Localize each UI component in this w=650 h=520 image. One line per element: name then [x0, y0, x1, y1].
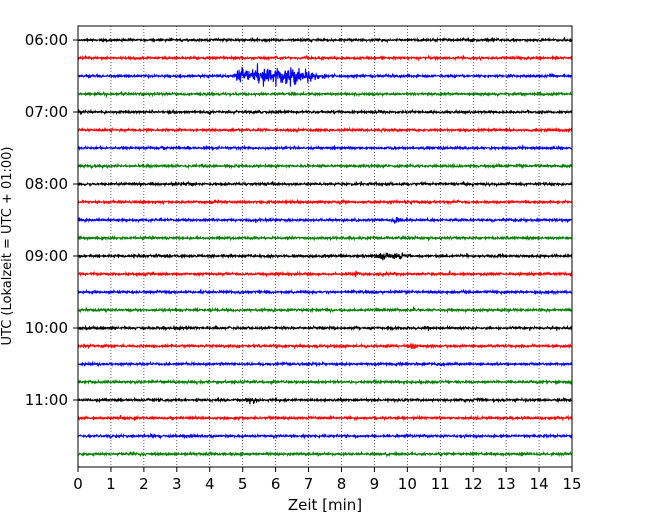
- trace-22: [77, 432, 573, 440]
- x-tick-label-13: 13: [497, 475, 516, 493]
- trace-15: [77, 306, 573, 314]
- trace-2: [77, 63, 573, 87]
- trace-12: [77, 251, 573, 261]
- plot-frame: [77, 25, 573, 468]
- trace-4: [77, 108, 573, 116]
- trace-1: [77, 54, 573, 62]
- x-tick-label-11: 11: [431, 475, 450, 493]
- x-tick-label-14: 14: [530, 475, 549, 493]
- seismic-traces: [77, 36, 573, 458]
- x-axis-ticks: 0 1 2 3 4 5 6 7 8 9 10 11 12 13 14 15: [73, 467, 582, 493]
- trace-0: [77, 36, 573, 44]
- x-tick-label-3: 3: [172, 475, 182, 493]
- x-tick-label-10: 10: [398, 475, 417, 493]
- trace-21: [77, 414, 573, 422]
- x-axis-label: Zeit [min]: [288, 496, 362, 514]
- trace-11: [77, 234, 573, 242]
- trace-7: [77, 162, 573, 170]
- y-tick-label: 07:00: [25, 103, 68, 121]
- x-tick-label-5: 5: [238, 475, 248, 493]
- y-tick-label: 09:00: [25, 247, 68, 265]
- trace-17: [77, 342, 573, 350]
- x-tick-label-9: 9: [370, 475, 380, 493]
- y-axis-label: UTC (Lokalzeit = UTC + 01:00): [0, 147, 15, 346]
- x-tick-label-4: 4: [205, 475, 215, 493]
- trace-10: [77, 216, 573, 224]
- x-tick-label-12: 12: [464, 475, 483, 493]
- trace-19: [77, 378, 573, 386]
- x-tick-label-0: 0: [73, 475, 83, 493]
- x-tick-label-8: 8: [337, 475, 347, 493]
- x-tick-label-6: 6: [271, 475, 281, 493]
- y-tick-label: 06:00: [25, 31, 68, 49]
- trace-8: [77, 180, 573, 188]
- y-tick-label: 11:00: [25, 391, 68, 409]
- y-tick-label: 10:00: [25, 319, 68, 337]
- trace-18: [77, 360, 573, 368]
- trace-3: [77, 90, 573, 99]
- x-tick-label-2: 2: [139, 475, 149, 493]
- x-tick-label-1: 1: [106, 475, 116, 493]
- trace-13: [77, 270, 573, 278]
- trace-6: [77, 144, 573, 152]
- trace-9: [77, 198, 573, 206]
- trace-23: [77, 450, 573, 458]
- y-axis-ticks: 06:00 07:00 08:00 09:00 10:00 11:00: [25, 31, 78, 409]
- trace-16: [77, 324, 573, 332]
- x-tick-label-7: 7: [304, 475, 314, 493]
- trace-20: [77, 396, 573, 405]
- trace-14: [77, 288, 573, 296]
- trace-5: [77, 126, 573, 134]
- x-tick-label-15: 15: [562, 475, 581, 493]
- y-tick-label: 08:00: [25, 175, 68, 193]
